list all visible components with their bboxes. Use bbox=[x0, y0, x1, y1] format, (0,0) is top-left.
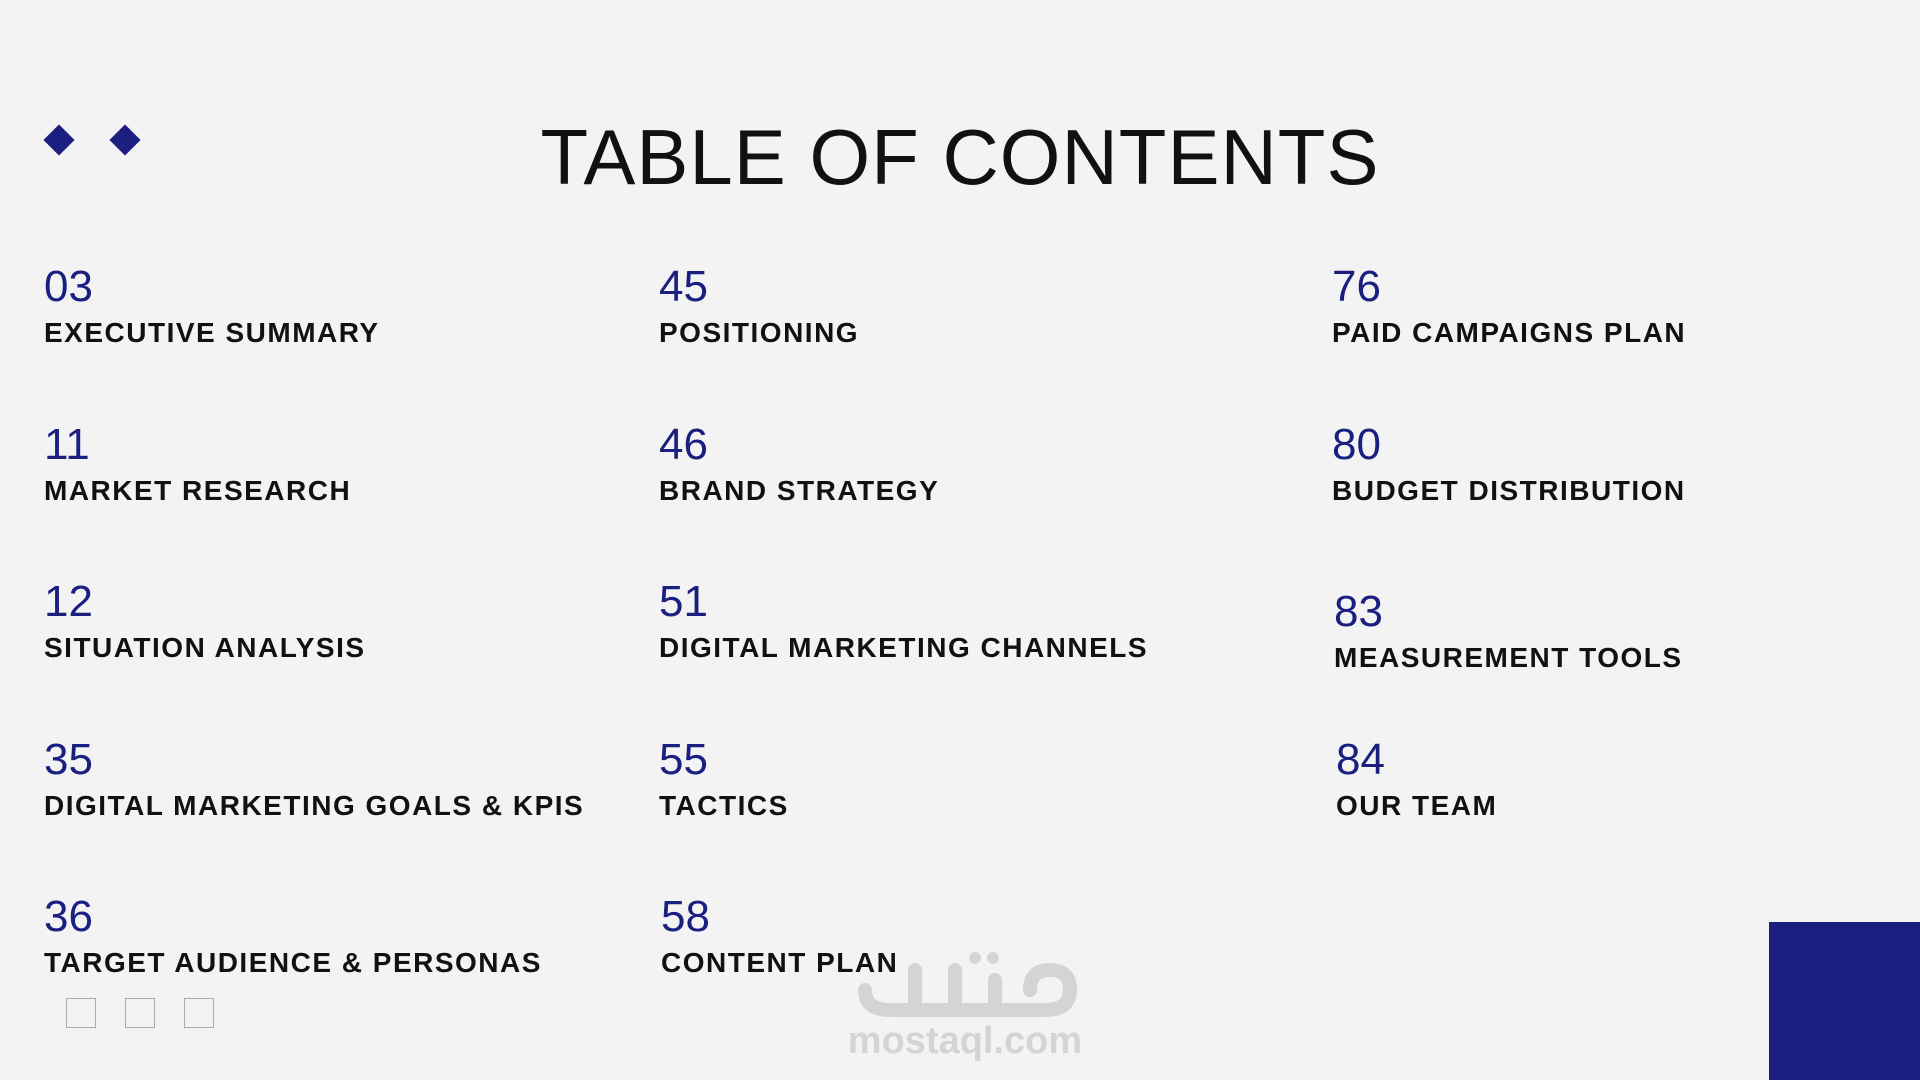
section-title: DIGITAL MARKETING GOALS & KPIS bbox=[44, 789, 585, 821]
page-number: 11 bbox=[44, 419, 90, 469]
toc-entry[interactable]: 45 POSITIONING bbox=[659, 262, 859, 350]
section-title: MEASUREMENT TOOLS bbox=[1334, 642, 1683, 673]
square-outline-icon bbox=[184, 998, 214, 1028]
toc-entry[interactable]: 84 OUR TEAM bbox=[1336, 735, 1497, 823]
page-number: 83 bbox=[1334, 587, 1383, 636]
page-number: 80 bbox=[1332, 419, 1381, 469]
toc-entry[interactable]: 55 TACTICS bbox=[659, 735, 789, 823]
watermark: mostaql.com bbox=[847, 1020, 1083, 1062]
square-outline-icon bbox=[125, 998, 155, 1028]
section-title: BRAND STRATEGY bbox=[659, 474, 940, 506]
section-title: POSITIONING bbox=[659, 317, 860, 348]
page-number: 51 bbox=[659, 577, 708, 626]
section-title: SITUATION ANALYSIS bbox=[44, 632, 366, 663]
toc-entry[interactable]: 03 EXECUTIVE SUMMARY bbox=[44, 262, 380, 350]
toc-entry[interactable]: 35 DIGITAL MARKETING GOALS & KPIS bbox=[44, 735, 584, 823]
toc-entry[interactable]: 83 MEASUREMENT TOOLS bbox=[1334, 587, 1683, 675]
toc-entry[interactable]: 11 MARKET RESEARCH bbox=[44, 420, 351, 508]
toc-entry[interactable]: 76 PAID CAMPAIGNS PLAN bbox=[1332, 262, 1686, 350]
page-number: 84 bbox=[1336, 734, 1385, 784]
page-number: 46 bbox=[659, 419, 708, 469]
section-title: CONTENT PLAN bbox=[661, 947, 899, 978]
toc-entry[interactable]: 12 SITUATION ANALYSIS bbox=[44, 577, 366, 665]
section-title: OUR TEAM bbox=[1336, 789, 1498, 821]
page-number: 03 bbox=[44, 262, 93, 311]
section-title: DIGITAL MARKETING CHANNELS bbox=[659, 632, 1149, 663]
page-number: 76 bbox=[1332, 262, 1381, 311]
section-title: BUDGET DISTRIBUTION bbox=[1332, 474, 1686, 506]
toc-entry[interactable]: 36 TARGET AUDIENCE & PERSONAS bbox=[44, 892, 542, 980]
section-title: TARGET AUDIENCE & PERSONAS bbox=[44, 947, 542, 978]
toc-entry[interactable]: 58 CONTENT PLAN bbox=[661, 892, 898, 980]
section-title: TACTICS bbox=[659, 789, 789, 821]
page-number: 36 bbox=[44, 892, 93, 941]
toc-entry[interactable]: 46 BRAND STRATEGY bbox=[659, 420, 939, 508]
toc-entry[interactable]: 51 DIGITAL MARKETING CHANNELS bbox=[659, 577, 1148, 665]
page-number: 12 bbox=[44, 577, 93, 626]
section-title: MARKET RESEARCH bbox=[44, 474, 352, 506]
toc-entry[interactable]: 80 BUDGET DISTRIBUTION bbox=[1332, 420, 1686, 508]
page-number: 55 bbox=[659, 734, 708, 784]
section-title: EXECUTIVE SUMMARY bbox=[44, 317, 380, 348]
page-number: 45 bbox=[659, 262, 708, 311]
page-title: TABLE OF CONTENTS bbox=[540, 113, 1380, 201]
square-outline-icon bbox=[66, 998, 96, 1028]
page-number: 35 bbox=[44, 734, 93, 784]
watermark-logo-icon bbox=[858, 952, 1078, 1017]
page-number: 58 bbox=[661, 892, 710, 941]
decorative-block bbox=[1769, 922, 1920, 1080]
section-title: PAID CAMPAIGNS PLAN bbox=[1332, 317, 1687, 348]
